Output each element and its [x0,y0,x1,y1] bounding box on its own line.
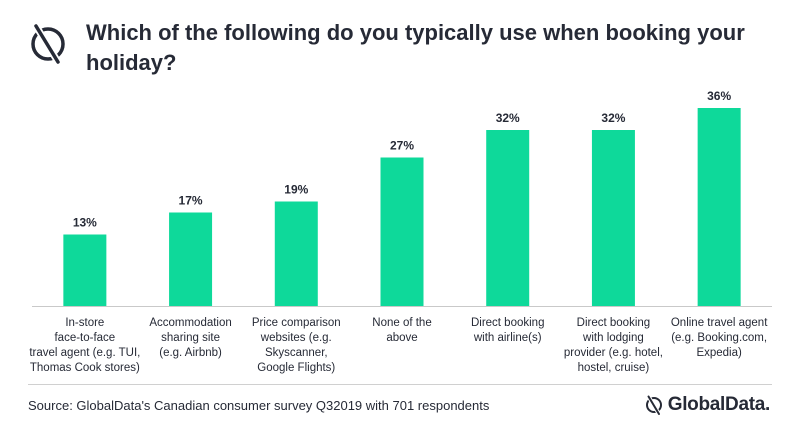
category-label-6: Direct booking with lodging provider (e.g.… [564,317,663,374]
bar-1 [63,234,107,306]
globaldata-mark-icon [31,24,65,64]
bar-chart: 13% In-store face-to-face travel agent (e.g… [29,89,772,374]
value-label-5: 32% [496,111,520,125]
value-label-6: 32% [601,111,625,125]
value-label-7: 36% [707,89,731,103]
category-label-7: Online travel agent (e.g. Booking.com, Exp… [671,317,768,359]
brand-logo: GlobalData. [644,392,770,418]
category-label-1: In-store face-to-face travel agent (e.g. T… [29,317,140,374]
category-label-4: None of the above [372,317,431,344]
bar-2 [169,212,213,306]
value-label-4: 27% [390,139,414,153]
footer-divider [28,384,772,385]
value-label-1: 13% [73,216,97,230]
bar-5 [486,130,530,306]
source-note: Source: GlobalData's Canadian consumer s… [28,398,490,413]
value-label-2: 17% [179,194,203,208]
bar-3 [274,201,318,306]
bar-6 [591,130,635,306]
chart-title: Which of the following do you typically … [86,20,745,75]
bar-7 [697,108,741,306]
brand-name: GlobalData. [667,394,771,415]
chart-header: Which of the following do you typically … [28,16,788,86]
category-label-3: Price comparison websites (e.g. Skyscanner… [252,317,341,374]
globaldata-mark-icon [645,395,662,416]
category-label-2: Accommodation sharing site (e.g. Airbnb) [149,317,231,359]
value-label-3: 19% [284,183,308,197]
bar-4 [380,157,424,306]
category-label-5: Direct booking with airline(s) [471,317,545,344]
